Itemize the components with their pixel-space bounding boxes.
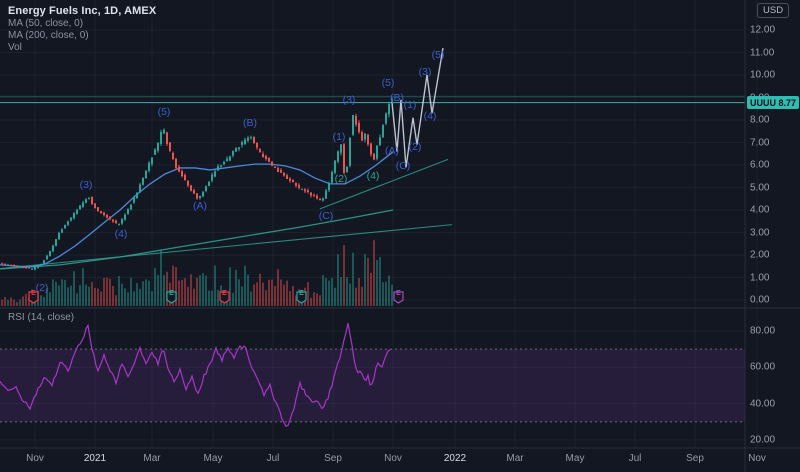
date-axis-tick: Sep [686,453,704,464]
elliott-wave-label[interactable]: (4) [114,228,128,241]
last-price-chip: UUUU 8.77 [747,96,799,109]
rsi-axis-tick: 80.00 [750,325,776,337]
date-axis-tick: May [203,453,223,464]
price-axis-tick: 7.00 [750,137,770,148]
earnings-icon[interactable]: E [296,290,307,304]
price-axis-tick: 8.00 [750,114,770,126]
elliott-wave-label[interactable]: (1) [403,98,417,111]
elliott-wave-label[interactable]: (5) [157,105,171,118]
elliott-wave-label[interactable]: (5) [381,77,395,90]
elliott-wave-label[interactable]: (C) [395,159,411,172]
price-chip-ticker: UUUU [750,97,776,108]
date-axis-tick: Jul [628,453,642,464]
date-axis-tick: May [565,453,585,464]
price-axis-tick: 2.00 [750,249,770,261]
elliott-wave-label[interactable]: (3) [342,93,356,106]
price-axis-tick: 4.00 [750,204,770,216]
price-axis-tick: 10.00 [750,69,776,81]
currency-unit-chip[interactable]: USD [757,3,790,18]
price-chip-value: 8.77 [778,97,796,108]
elliott-wave-label[interactable]: (A) [193,199,207,212]
date-axis-tick: Jul [266,453,280,464]
price-axis-tick: 5.00 [750,182,770,193]
elliott-wave-label[interactable]: (5) [431,48,445,61]
date-axis-tick: Mar [506,453,524,464]
elliott-wave-label[interactable]: (3) [418,66,432,79]
elliott-wave-label[interactable]: (4) [423,109,437,122]
date-axis-tick: Nov [384,453,402,464]
elliott-wave-label[interactable]: (2) [334,172,348,185]
rsi-axis-tick: 40.00 [750,398,776,410]
elliott-wave-label[interactable]: (A) [385,145,399,158]
price-axis-tick: 12.00 [750,24,776,36]
date-axis-tick: Nov [748,453,766,464]
price-axis[interactable] [745,0,800,448]
earnings-icon[interactable]: E [393,290,404,304]
rsi-axis-tick: 20.00 [750,434,776,446]
rsi-axis-tick: 60.00 [750,361,776,373]
rsi-indicator-label[interactable]: RSI (14, close) [8,312,75,323]
price-axis-tick: 6.00 [750,159,770,171]
earnings-icon[interactable]: E [219,290,230,304]
price-axis-tick: 11.00 [750,47,775,58]
elliott-wave-label[interactable]: (2) [408,141,422,153]
date-axis-tick: Mar [143,453,161,464]
date-axis-tick: 2022 [443,453,467,464]
date-axis-tick: Nov [26,453,44,464]
date-axis-tick: Sep [324,453,342,464]
elliott-wave-label[interactable]: (B) [243,116,257,129]
elliott-wave-label[interactable]: (B) [390,91,404,104]
elliott-wave-label[interactable]: (3) [79,179,93,192]
elliott-wave-label[interactable]: (2) [35,282,49,295]
elliott-wave-label[interactable]: (1) [332,131,346,144]
earnings-icon[interactable]: E [28,290,39,304]
earnings-icon[interactable]: E [166,290,177,304]
date-axis-tick: 2021 [83,453,107,464]
price-axis-tick: 1.00 [750,272,770,283]
elliott-wave-label[interactable]: (C) [318,210,334,223]
elliott-wave-label[interactable]: (4) [366,170,380,183]
price-axis-tick: 0.00 [750,294,770,306]
price-axis-tick: 3.00 [750,227,770,238]
